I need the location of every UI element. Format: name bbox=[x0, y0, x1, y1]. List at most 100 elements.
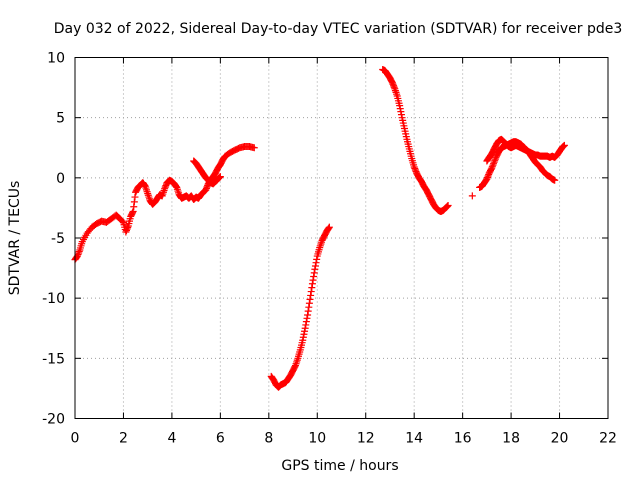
data-point bbox=[491, 155, 499, 163]
plot-frame bbox=[74, 57, 609, 419]
data-point bbox=[304, 307, 312, 315]
series-segment-1b bbox=[190, 157, 224, 188]
series-segment-3 bbox=[379, 66, 452, 216]
data-point bbox=[122, 228, 130, 236]
data-point bbox=[302, 318, 310, 326]
data-point bbox=[325, 223, 333, 231]
x-axis-label: GPS time / hours bbox=[281, 458, 398, 474]
y-tick-label: 0 bbox=[56, 171, 65, 187]
y-tick-label: -15 bbox=[42, 351, 65, 367]
x-tick-label: 10 bbox=[308, 431, 326, 447]
data-point bbox=[397, 108, 405, 116]
y-tick-label: -5 bbox=[51, 231, 65, 247]
y-tick-labels: -20 -15 -10 -5 0 5 10 bbox=[42, 51, 65, 428]
data-point bbox=[559, 143, 567, 151]
data-point bbox=[301, 327, 309, 335]
data-point bbox=[490, 160, 498, 168]
data-point bbox=[392, 88, 400, 96]
data-point bbox=[308, 280, 316, 288]
data-point bbox=[123, 225, 131, 233]
data-point bbox=[388, 79, 396, 87]
data-point bbox=[443, 203, 451, 211]
data-point bbox=[490, 158, 498, 166]
data-point bbox=[118, 217, 126, 225]
data-point bbox=[293, 356, 301, 364]
data-point bbox=[143, 188, 151, 196]
data-point bbox=[411, 165, 419, 173]
data-point bbox=[130, 198, 138, 206]
data-point bbox=[483, 175, 491, 183]
data-point bbox=[325, 224, 333, 232]
data-point bbox=[162, 182, 170, 190]
y-tick-label: 10 bbox=[47, 51, 65, 67]
data-point bbox=[300, 330, 308, 338]
y-tick-label: -20 bbox=[42, 412, 65, 428]
data-point bbox=[488, 163, 496, 171]
data-point bbox=[397, 111, 405, 119]
data-point bbox=[216, 173, 224, 181]
data-point bbox=[161, 183, 169, 191]
data-points bbox=[71, 66, 568, 391]
data-point bbox=[483, 174, 491, 182]
data-point bbox=[317, 240, 325, 248]
series-segment-1 bbox=[71, 143, 258, 264]
data-point bbox=[129, 208, 137, 216]
data-point bbox=[489, 161, 497, 169]
data-point bbox=[313, 255, 321, 263]
data-point bbox=[216, 173, 224, 181]
data-point bbox=[310, 269, 318, 277]
data-point bbox=[131, 193, 139, 201]
data-point bbox=[560, 142, 568, 150]
data-point bbox=[303, 314, 311, 322]
data-point bbox=[74, 251, 82, 259]
x-tick-label: 12 bbox=[357, 431, 375, 447]
data-point bbox=[144, 189, 152, 197]
data-point bbox=[301, 324, 309, 332]
data-point bbox=[129, 209, 137, 217]
x-tick-label: 8 bbox=[264, 431, 273, 447]
data-point bbox=[551, 176, 559, 184]
y-axis-label: SDTVAR / TECUs bbox=[7, 181, 23, 296]
x-tick-label: 16 bbox=[454, 431, 472, 447]
data-point bbox=[411, 166, 419, 174]
data-point bbox=[203, 183, 211, 191]
x-tick-label: 2 bbox=[119, 431, 128, 447]
data-point bbox=[396, 102, 404, 110]
x-tick-label: 4 bbox=[167, 431, 176, 447]
data-point bbox=[302, 321, 310, 329]
data-point bbox=[291, 363, 299, 371]
data-point bbox=[310, 273, 318, 281]
x-tick-label: 22 bbox=[599, 431, 617, 447]
data-point bbox=[307, 291, 315, 299]
data-point bbox=[299, 336, 307, 344]
data-point bbox=[393, 90, 401, 98]
data-point bbox=[560, 141, 568, 149]
data-point bbox=[443, 202, 451, 210]
data-point bbox=[130, 203, 138, 211]
data-point bbox=[488, 164, 496, 172]
data-point bbox=[202, 184, 210, 192]
data-point bbox=[304, 311, 312, 319]
y-tick-label: 5 bbox=[56, 111, 65, 127]
data-point bbox=[202, 186, 210, 194]
data-point bbox=[396, 105, 404, 113]
data-point bbox=[312, 259, 320, 267]
data-point bbox=[309, 276, 317, 284]
data-point bbox=[124, 223, 132, 231]
chart-title: Day 032 of 2022, Sidereal Day-to-day VTE… bbox=[54, 21, 623, 37]
x-tick-label: 14 bbox=[405, 431, 423, 447]
data-point bbox=[250, 144, 258, 152]
data-point bbox=[308, 284, 316, 292]
data-point bbox=[75, 249, 83, 257]
axis-ticks bbox=[74, 57, 609, 419]
data-point bbox=[444, 202, 452, 210]
x-tick-label: 6 bbox=[216, 431, 225, 447]
data-point bbox=[491, 157, 499, 165]
x-tick-label: 20 bbox=[551, 431, 569, 447]
y-tick-label: -10 bbox=[42, 291, 65, 307]
data-point bbox=[468, 192, 476, 200]
x-tick-label: 0 bbox=[71, 431, 80, 447]
data-point bbox=[390, 82, 398, 90]
data-point bbox=[144, 191, 152, 199]
data-point bbox=[215, 174, 223, 182]
